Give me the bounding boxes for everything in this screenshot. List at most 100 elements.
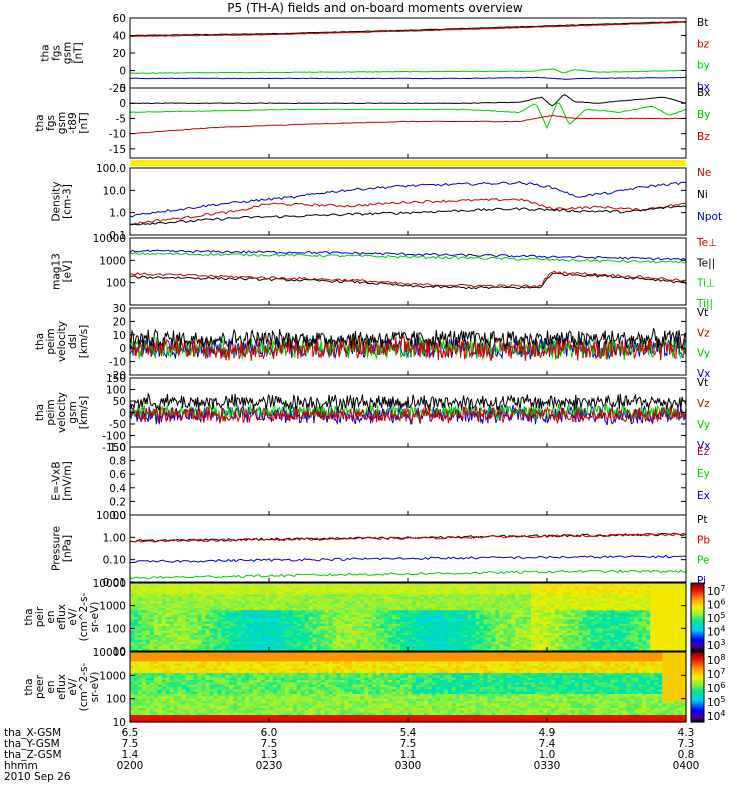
y-tick-label: -150 [102, 442, 126, 454]
y-axis-label: [nT] [78, 112, 90, 133]
series-Vy [129, 335, 687, 361]
y-tick-label: 60 [113, 13, 126, 25]
colorbar-tick: 103 [707, 638, 725, 652]
y-axis-label: [mV/m] [62, 461, 74, 500]
y-tick-label: 0 [119, 98, 126, 110]
y-axis-label: eV/ [67, 678, 79, 696]
colorbar-tick: 104 [707, 709, 725, 723]
y-tick-label: 20 [113, 48, 126, 60]
y-tick-label: 0.2 [109, 496, 126, 508]
y-axis-label: Pressure [51, 526, 63, 571]
legend-Ne: Ne [697, 167, 711, 179]
colorbar-tick: 107 [707, 667, 725, 681]
series-by [129, 68, 687, 74]
series-Vz [129, 404, 687, 425]
y-axis-label: eflux [56, 604, 68, 630]
y-axis-label: [km/s] [78, 396, 90, 430]
y-tick-label: 1000 [99, 255, 126, 267]
y-tick-label: 1.0 [109, 442, 126, 454]
panel-8: 10.00 1.00 0.10 0.01 Pressure [nPa] Pt Pb Pe Pi [51, 510, 711, 589]
y-axis-label: (cm^2-s- [78, 592, 90, 641]
y-tick-label: -20 [109, 83, 126, 95]
y-tick-label: 0.1 [109, 230, 126, 242]
y-tick-label: 0 [119, 66, 126, 78]
y-tick-label: 0.6 [109, 469, 126, 481]
y-tick-label: 1000 [99, 601, 126, 613]
legend-By: By [697, 109, 710, 121]
y-axis-label: gsm [62, 42, 74, 64]
y-tick-label: 1000 [99, 670, 126, 682]
y-tick-label: 10000 [93, 233, 126, 245]
legend-Npot: Npot [697, 211, 722, 223]
y-tick-label: -5 [116, 113, 126, 125]
y-tick-label: 0.01 [103, 577, 126, 589]
legend-Ey: Ey [697, 468, 710, 480]
colorbar-tick: 105 [707, 611, 725, 625]
y-axis-label: gsm [67, 401, 79, 423]
legend-Vy: Vy [697, 348, 710, 360]
y-axis-label: (cm^2-s- [78, 662, 90, 711]
legend-Vx: Vx [697, 440, 710, 452]
series-Bt [129, 21, 687, 37]
series-Pe [129, 569, 687, 580]
y-tick-label: 100 [106, 278, 126, 290]
panel-9: 10000 1000 100 10 tha peir en eflux eV/(cm^2-s-s… [23, 578, 687, 658]
y-axis-label: mag13 [51, 253, 63, 290]
y-axis-label: sr-eV) [89, 672, 101, 703]
y-tick-label: -50 [109, 419, 126, 431]
legend-Ti⊥: Ti⊥ [696, 278, 715, 290]
y-tick-label: 30 [113, 303, 126, 315]
footer-value: 6.5 [121, 727, 139, 739]
y-axis-label: peim [45, 328, 57, 354]
footer-value: 1.0 [538, 749, 556, 761]
y-tick-label: -10 [109, 357, 126, 369]
panel-2: 5 0 -5 -10 -15 tha fgs gsm -t89 [nT] Bx By Bz [34, 83, 710, 159]
series-Bx [129, 94, 687, 107]
footer-date: 2010 Sep 26 [4, 771, 71, 783]
y-axis-label: velocity [56, 321, 68, 362]
y-tick-label: 1.00 [103, 532, 126, 544]
y-tick-label: 10 [113, 717, 126, 729]
legend-by: by [697, 60, 710, 72]
series-Pb [129, 532, 687, 543]
panel-frame [129, 167, 687, 236]
y-tick-label: 100 [106, 385, 126, 397]
footer-label: tha_Y-GSM [4, 738, 60, 750]
y-tick-label: 100 [106, 694, 126, 706]
colorbar-tick: 104 [707, 625, 725, 639]
footer-label: tha_Z-GSM [4, 749, 62, 761]
y-axis-label: en [45, 610, 57, 623]
panel-7: 1.0 0.80.6 0.40.2 0.0 E=-VxB [mV/m] Ez Ey Ex [51, 442, 710, 522]
footer-value: 4.3 [677, 727, 695, 739]
orbit-footer: tha_X-GSM 6.5 6.0 5.4 4.9 4.3 tha_Y-GSM 7.5 7.5 7… [0, 728, 750, 800]
footer-label: tha_X-GSM [4, 727, 62, 739]
y-tick-label: 10.00 [96, 510, 126, 522]
y-tick-label: -100 [102, 431, 126, 443]
footer-value: 0300 [394, 760, 422, 772]
legend-Vz: Vz [697, 398, 710, 410]
series-bz [129, 21, 687, 38]
y-axis-label: fgs [51, 45, 63, 61]
footer-value: 7.5 [399, 738, 417, 750]
panel-1: 60 40 20 0 -20 tha fgs gsm [nT] Bt bz by bx [40, 13, 710, 95]
footer-value: 5.4 [399, 727, 417, 739]
y-tick-label: -10 [109, 129, 126, 141]
y-tick-label: 1.0 [109, 208, 126, 220]
y-axis-label: Density [51, 182, 63, 222]
legend-Te⊥: Te⊥ [696, 237, 717, 249]
legend-Bt: Bt [697, 17, 708, 29]
panel-10: 10000 1000 100 10 tha peer en eflux eV/(cm^2-s-s… [23, 647, 687, 729]
y-axis-label: [km/s] [78, 325, 90, 359]
y-tick-label: 10 [113, 330, 126, 342]
footer-value: 6.0 [260, 727, 278, 739]
y-axis-label: eV/ [67, 608, 79, 626]
data-quality-bar [130, 160, 686, 166]
series-bx [129, 76, 686, 80]
legend-Ez: Ez [697, 446, 710, 458]
y-axis-label: [cm-3] [62, 184, 74, 219]
legend-Pb: Pb [697, 534, 710, 546]
y-tick-label: 0 [119, 408, 126, 420]
panel-frame [129, 237, 687, 306]
